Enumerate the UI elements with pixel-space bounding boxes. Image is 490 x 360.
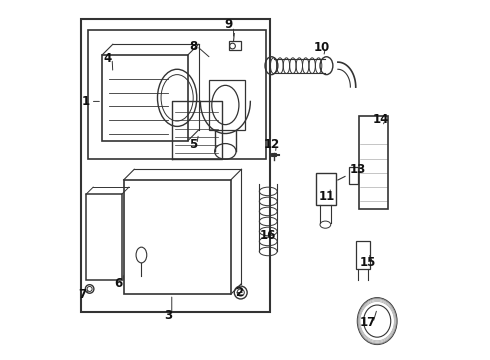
Text: 11: 11 [319,190,335,203]
Bar [348,167,358,184]
Text: 13: 13 [349,163,366,176]
Text: 7: 7 [78,288,87,301]
Bar [123,180,231,294]
Bar [86,194,122,280]
Bar [317,173,336,205]
Text: 9: 9 [225,18,233,31]
Text: 16: 16 [260,229,276,242]
Bar [271,153,276,156]
Text: 17: 17 [360,316,376,329]
Text: 8: 8 [189,40,197,53]
Text: 6: 6 [114,277,122,290]
Text: 1: 1 [82,95,90,108]
Text: 15: 15 [360,256,376,269]
Text: 14: 14 [372,113,389,126]
Bar [209,80,245,130]
Text: 5: 5 [189,138,197,151]
Text: 10: 10 [314,41,330,54]
Bar [81,19,270,312]
Bar [356,241,370,269]
Text: 12: 12 [264,138,280,151]
Bar [102,55,188,141]
Text: 2: 2 [236,286,244,299]
Bar [229,41,242,50]
Bar [88,30,267,158]
Bar [359,116,388,208]
Text: 4: 4 [103,52,112,65]
Text: 3: 3 [164,309,172,322]
